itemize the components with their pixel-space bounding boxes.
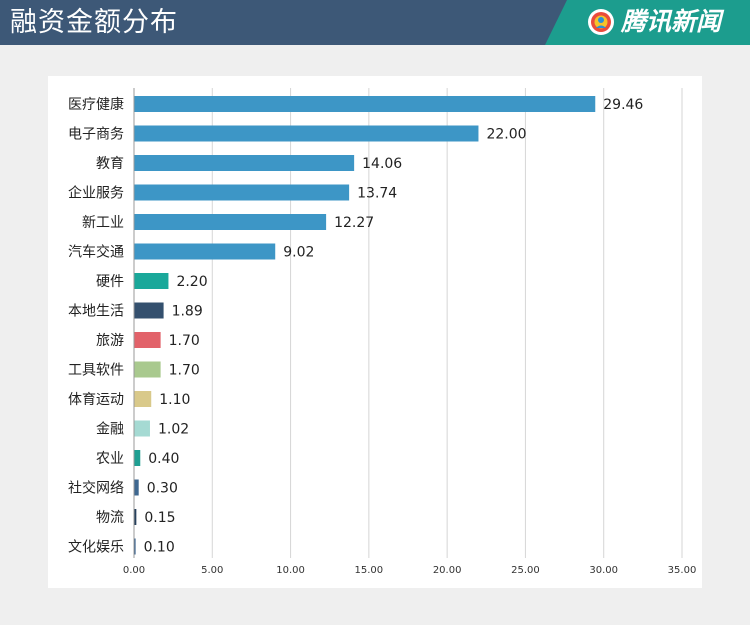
x-tick-label: 35.00	[668, 565, 697, 576]
bar	[134, 420, 150, 437]
x-tick-label: 25.00	[511, 565, 540, 576]
bar	[134, 332, 161, 348]
data-label: 14.06	[362, 156, 402, 172]
category-label: 体育运动	[68, 392, 124, 408]
bar	[134, 273, 169, 289]
bar	[134, 125, 479, 142]
data-label: 9.02	[283, 245, 314, 261]
data-label: 13.74	[357, 186, 397, 202]
x-tick-label: 30.00	[589, 565, 618, 576]
category-label: 物流	[96, 510, 124, 526]
bar	[134, 538, 136, 555]
data-label: 0.30	[147, 481, 178, 497]
category-label: 教育	[96, 156, 124, 172]
data-label: 2.20	[176, 274, 207, 290]
tencent-news-logo-icon	[588, 9, 614, 35]
bar	[134, 184, 350, 201]
bar	[134, 302, 164, 319]
data-label: 12.27	[334, 215, 374, 231]
category-label: 新工业	[82, 215, 124, 231]
bar	[134, 214, 327, 230]
category-label: 社交网络	[68, 480, 124, 497]
category-label: 电子商务	[68, 127, 124, 143]
category-label: 医疗健康	[68, 96, 124, 113]
data-label: 0.10	[144, 540, 175, 556]
bar-chart: 0.00 5.00 10.00 15.00 20.00 25.00 30.00 35.00 医疗…	[68, 88, 697, 576]
category-label: 汽车交通	[68, 244, 124, 261]
category-label: 硬件	[96, 274, 124, 290]
x-tick-label: 5.00	[201, 565, 223, 576]
data-label: 1.70	[169, 363, 200, 379]
category-label: 农业	[96, 451, 124, 467]
x-tick-label: 0.00	[123, 565, 145, 576]
bar	[134, 391, 152, 407]
page-title: 融资金额分布	[10, 7, 178, 38]
category-label: 企业服务	[68, 185, 124, 202]
x-tick-label: 10.00	[276, 565, 305, 576]
header-bar: 融资金额分布 腾讯新闻	[0, 0, 750, 45]
x-tick-label: 20.00	[433, 565, 462, 576]
bar	[134, 155, 355, 171]
category-label: 文化娱乐	[68, 540, 124, 556]
category-label: 金融	[96, 422, 124, 438]
brand-badge: 腾讯新闻	[545, 0, 750, 45]
category-label: 旅游	[96, 333, 124, 349]
data-label: 1.10	[159, 392, 190, 408]
bar	[134, 243, 276, 260]
data-label: 0.40	[148, 451, 179, 467]
data-label: 29.46	[603, 97, 643, 113]
bar	[134, 361, 161, 378]
bar	[134, 450, 141, 466]
bar	[134, 509, 137, 525]
brand-name: 腾讯新闻	[621, 7, 722, 36]
x-tick-label: 15.00	[355, 565, 384, 576]
data-label: 1.89	[172, 304, 203, 320]
data-label: 1.70	[169, 333, 200, 349]
data-label: 22.00	[486, 127, 526, 143]
bar	[134, 96, 596, 112]
category-label: 本地生活	[68, 304, 124, 320]
data-label: 1.02	[158, 422, 189, 438]
chart-panel: 0.00 5.00 10.00 15.00 20.00 25.00 30.00 35.00 医疗…	[48, 76, 702, 588]
category-label: 工具软件	[68, 363, 124, 379]
bar	[134, 479, 139, 496]
data-label: 0.15	[144, 510, 175, 526]
